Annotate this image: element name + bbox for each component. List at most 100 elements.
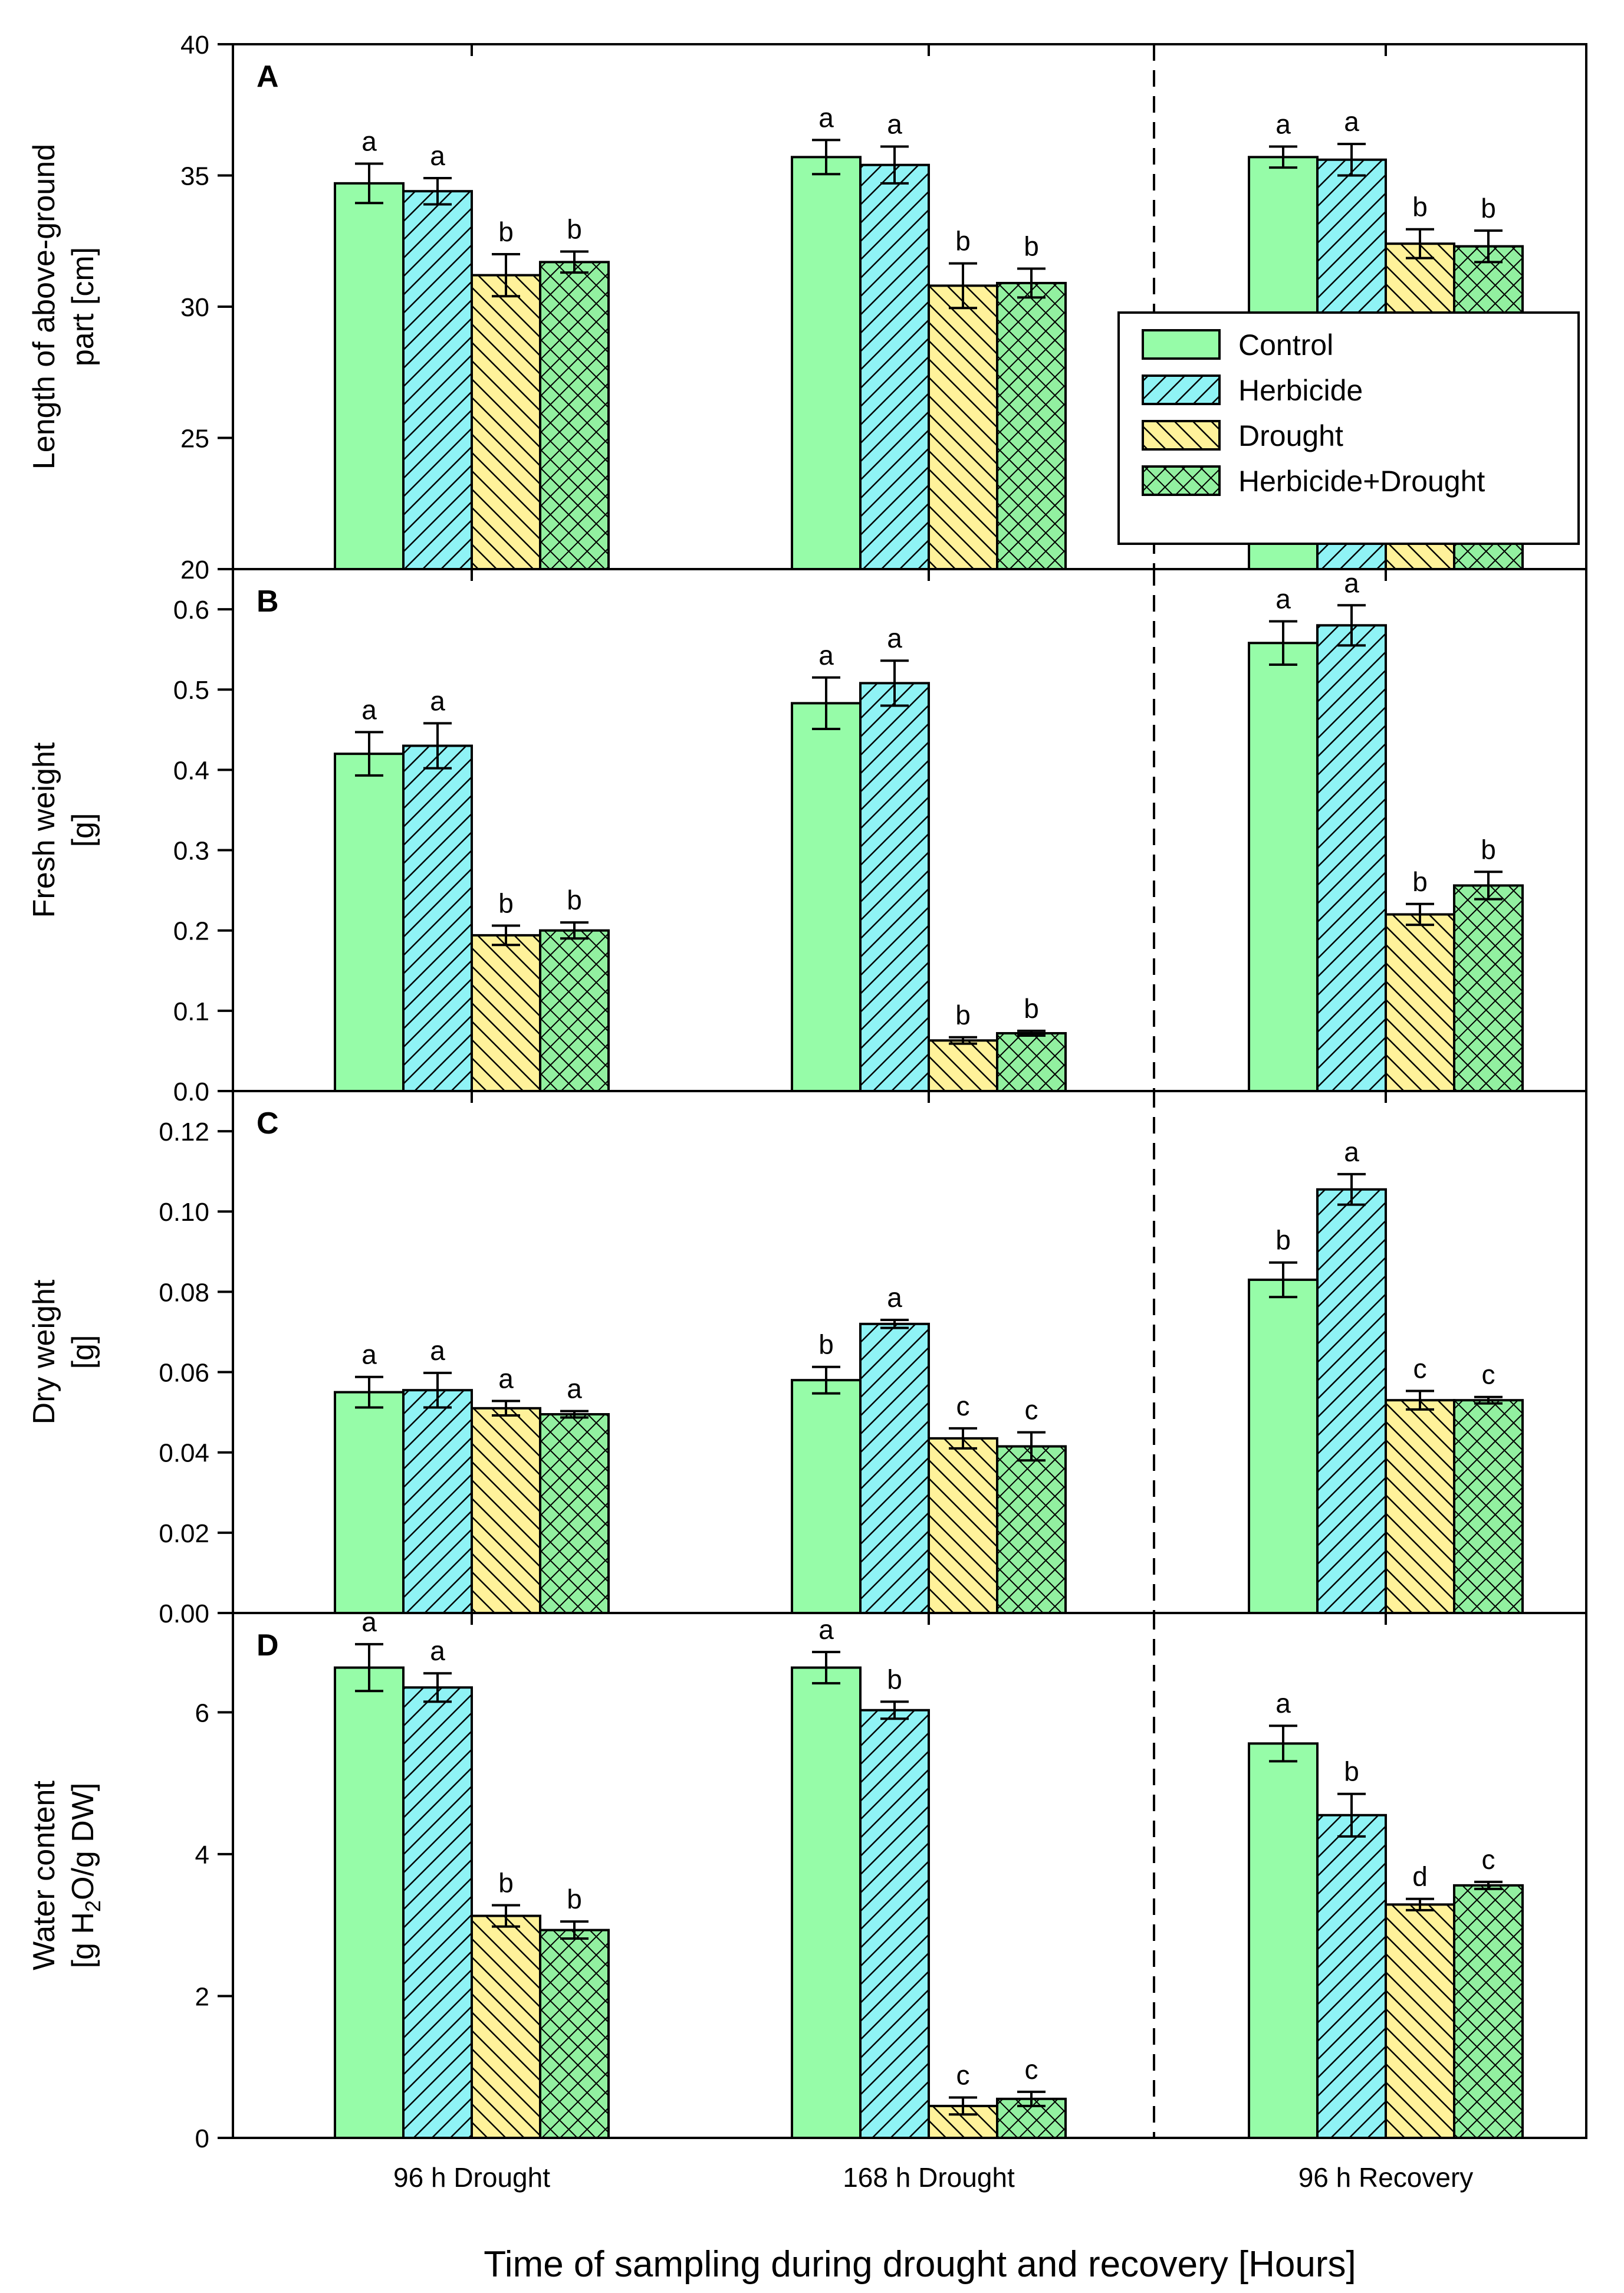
error-bar [1406, 902, 1434, 927]
error-bar [1474, 870, 1503, 901]
error-bar [1406, 228, 1434, 259]
y-axis-title: [g] [66, 1335, 100, 1369]
bar-herbicide-drought-168-h-drought [996, 1445, 1067, 1614]
error-bar [492, 1904, 520, 1928]
bar-herbicide-96-h-drought [402, 1389, 473, 1615]
y-tick-label: 0.0 [173, 1077, 209, 1106]
significance-letter: a [1344, 106, 1359, 137]
bar-drought-96-h-drought [471, 934, 541, 1093]
error-bar [423, 722, 452, 770]
bar-drought-96-h-recovery [1385, 1399, 1455, 1615]
y-tick-label: 0.2 [173, 917, 209, 946]
significance-letter: b [567, 1884, 582, 1914]
bar-herbicide-168-h-drought [859, 682, 930, 1093]
y-tick-label: 20 [180, 556, 209, 584]
y-tick-label: 25 [180, 425, 209, 454]
panel-d: a a a a b b b c d b c c 0 2 4 6 D Water content [g H2O/g D… [27, 1607, 1587, 2153]
panel-frame [232, 1612, 1587, 2139]
significance-letter: a [361, 1339, 377, 1370]
bar-herbicide-drought-168-h-drought [996, 1031, 1067, 1093]
error-bar [560, 1920, 589, 1940]
significance-letter: a [1344, 1136, 1359, 1167]
significance-letter: b [818, 1329, 834, 1360]
y-axis-title: [g] [66, 813, 100, 847]
bar-herbicide-drought-168-h-drought [996, 281, 1067, 570]
significance-letter: a [1275, 109, 1291, 140]
y-tick-label: 40 [180, 31, 209, 60]
significance-letter: a [361, 126, 377, 156]
significance-letter: c [1482, 1359, 1495, 1390]
significance-letter: c [956, 1391, 970, 1421]
bar-herbicide-96-h-recovery [1316, 624, 1387, 1093]
error-bar [812, 1651, 840, 1685]
error-bar [1337, 1792, 1366, 1838]
error-bar [949, 1036, 977, 1045]
significance-letter: b [498, 1868, 514, 1898]
error-bar [949, 262, 977, 310]
error-bar [1406, 1389, 1434, 1411]
significance-letter: b [498, 888, 514, 919]
legend: Control Herbicide Drought Herbicide+Drought [1117, 311, 1580, 545]
error-bar [880, 1700, 909, 1720]
significance-letter: a [430, 685, 445, 716]
y-axis-title: part [cm] [66, 247, 100, 366]
significance-letter: a [567, 1374, 582, 1404]
significance-letter: b [1024, 231, 1039, 261]
bar-drought-168-h-drought [928, 1039, 998, 1092]
error-bar [1269, 1261, 1297, 1299]
error-bar [812, 139, 840, 176]
bar-control-96-h-drought [334, 182, 405, 571]
y-tick-label: 0 [195, 2124, 209, 2153]
bar-herbicide-drought-96-h-drought [539, 929, 610, 1092]
error-bar [1269, 620, 1297, 666]
error-bar [1474, 229, 1503, 264]
bar-control-168-h-drought [791, 702, 862, 1092]
legend-swatch-drought [1142, 420, 1221, 451]
bar-drought-168-h-drought [928, 284, 998, 570]
panel-letter: D [257, 1628, 279, 1663]
significance-letter: b [1481, 193, 1496, 224]
significance-letter: a [818, 1614, 834, 1645]
error-bar [423, 1371, 452, 1409]
panel-c: a b b a a a a c c a c c 0.00 0.02 0.04 0.06 0.08 0.10 0.12… [27, 1090, 1587, 1628]
error-bar [880, 145, 909, 185]
bar-herbicide-drought-96-h-drought [539, 261, 610, 571]
bar-control-168-h-drought [791, 1666, 862, 2140]
bar-herbicide-96-h-drought [402, 1686, 473, 2139]
bar-herbicide-168-h-drought [859, 1322, 930, 1615]
y-axis-title: [g H2O/g DW] [66, 1783, 105, 1969]
bar-herbicide-drought-96-h-recovery [1453, 884, 1524, 1092]
significance-letter: b [1344, 1756, 1359, 1787]
significance-letter: b [955, 226, 971, 257]
bar-control-168-h-drought [791, 1379, 862, 1614]
significance-letter: b [887, 1664, 902, 1694]
significance-letter: b [567, 885, 582, 915]
significance-letter: a [498, 1364, 514, 1394]
significance-letter: a [887, 1282, 902, 1313]
legend-label-herbicide-drought: Herbicide+Drought [1238, 465, 1485, 498]
significance-letter: d [1412, 1861, 1428, 1892]
y-tick-label: 2 [195, 1982, 209, 2011]
y-tick-label: 30 [180, 293, 209, 322]
significance-letter: b [1412, 866, 1428, 897]
significance-letter: c [956, 2059, 970, 2090]
y-tick-label: 0.04 [159, 1439, 209, 1468]
x-tick-label-168-h-drought: 168 h Drought [843, 2162, 1015, 2193]
y-tick-label: 6 [195, 1699, 209, 1727]
error-bar [880, 659, 909, 707]
error-bar [355, 1642, 383, 1693]
error-bar [1017, 1431, 1046, 1462]
y-tick-label: 0.06 [159, 1359, 209, 1388]
error-bar [1017, 1029, 1046, 1037]
bar-drought-96-h-drought [471, 1407, 541, 1614]
bar-drought-168-h-drought [928, 1437, 998, 1615]
x-tick-label-96-h-recovery: 96 h Recovery [1298, 2162, 1474, 2193]
panel-b: a a a a a a b b b b b b 0.0 0.1 0.2 0.3 0.4 0.5 0.6 B Fresh … [27, 567, 1587, 1106]
error-bar [1406, 1897, 1434, 1911]
y-axis-title: Water content [27, 1780, 61, 1970]
error-bar [1269, 1724, 1297, 1763]
y-tick-label: 0.02 [159, 1519, 209, 1548]
significance-letter: a [818, 640, 834, 671]
